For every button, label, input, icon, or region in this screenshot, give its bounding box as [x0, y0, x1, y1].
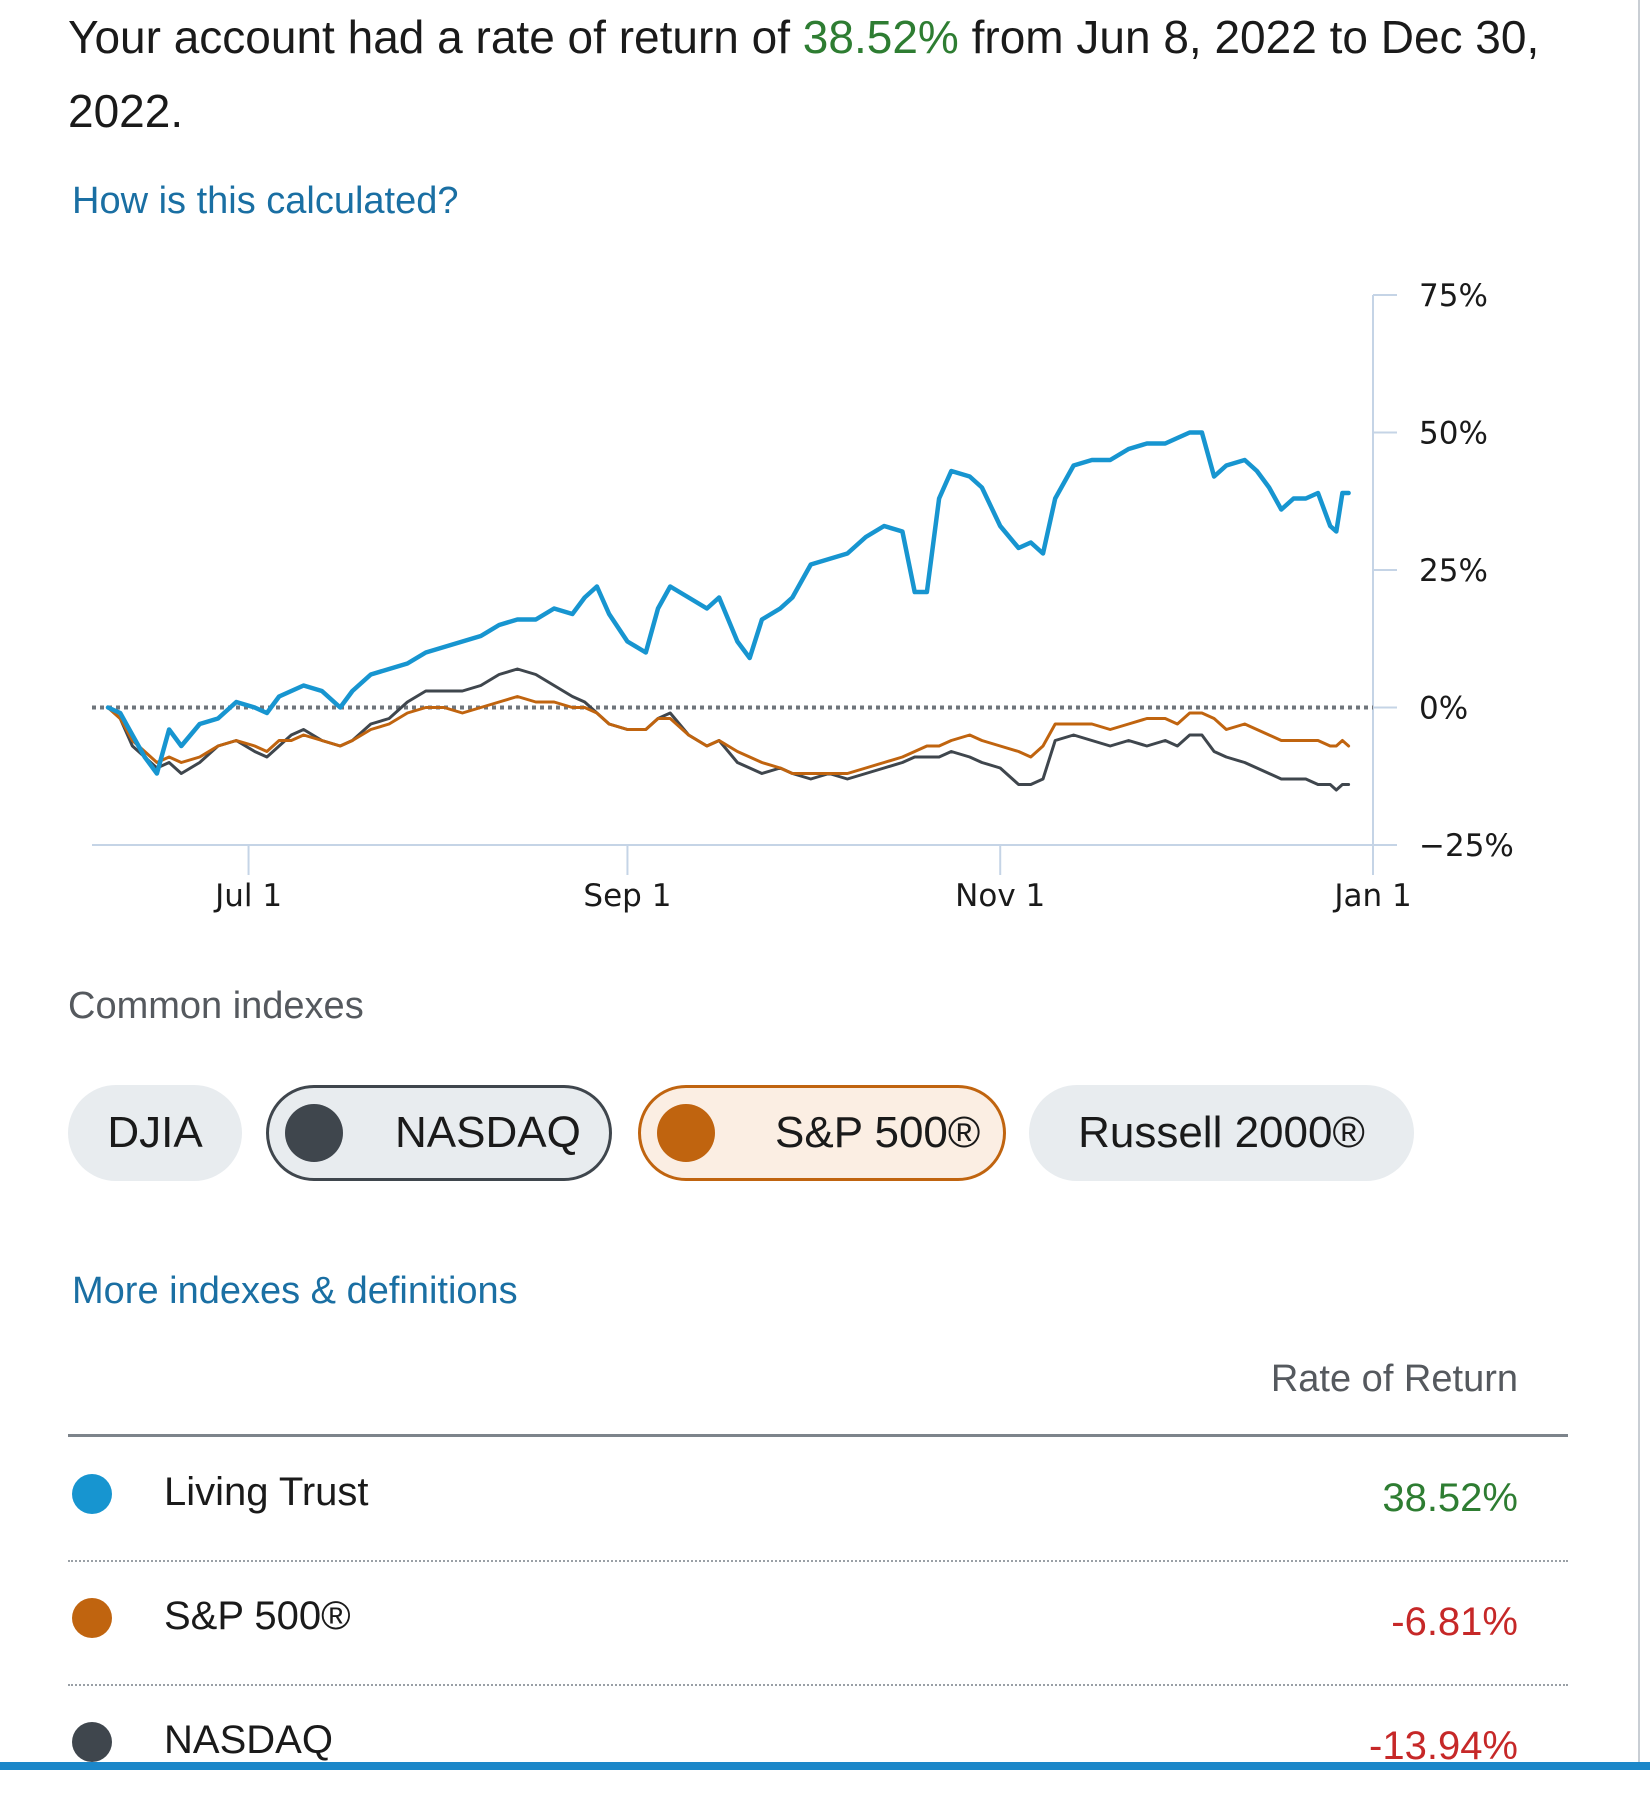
table-row-living-trust: Living Trust 38.52% [68, 1438, 1568, 1562]
row-name: Living Trust [164, 1470, 369, 1514]
row-value: -6.81% [1391, 1600, 1518, 1644]
rate-of-return-header: Rate of Return [1270, 1358, 1518, 1400]
summary-prefix: Your account had a rate of return of [68, 11, 803, 63]
sp500-dot-icon [72, 1598, 112, 1638]
table-row-sp500: S&P 500® -6.81% [68, 1562, 1568, 1686]
row-value: -13.94% [1369, 1724, 1518, 1768]
djia-pill[interactable]: DJIA [68, 1085, 242, 1181]
how-calculated-link[interactable]: How is this calculated? [72, 180, 459, 222]
summary-rate: 38.52% [802, 11, 959, 63]
series-line-s-p-500 [106, 695, 1351, 775]
series-line-living-trust [105, 430, 1351, 776]
table-row-nasdaq: NASDAQ -13.94% [68, 1686, 1568, 1810]
more-indexes-link[interactable]: More indexes & definitions [72, 1270, 518, 1312]
sp500-pill[interactable]: S&P 500® [638, 1085, 1006, 1181]
row-name: NASDAQ [164, 1718, 333, 1762]
window-border [1638, 0, 1640, 1770]
living-trust-dot-icon [72, 1474, 112, 1514]
x-tick-label: Nov 1 [955, 878, 1045, 914]
series-line-nasdaq [106, 667, 1351, 792]
y-tick-label: 25% [1419, 553, 1488, 589]
x-tick-label: Sep 1 [583, 878, 671, 914]
x-tick-label: Jan 1 [1332, 878, 1411, 914]
y-tick-label: −25% [1419, 828, 1514, 864]
performance-chart: 75% 50% 25% 0% −25% Jul 1 Sep 1 Nov 1 Jan 1 [92, 278, 1514, 914]
russell-pill-label: Russell 2000® [1078, 1108, 1365, 1157]
sp500-pill-label: S&P 500® [775, 1108, 981, 1157]
nasdaq-pill-label: NASDAQ [395, 1108, 581, 1157]
row-separator [68, 1560, 1568, 1562]
row-name: S&P 500® [164, 1594, 351, 1638]
russell-2000-pill[interactable]: Russell 2000® [1029, 1085, 1414, 1181]
table-divider [68, 1434, 1568, 1437]
sp500-dot-icon [657, 1104, 715, 1162]
row-separator [68, 1684, 1568, 1686]
chart-tick-labels: 75% 50% 25% 0% −25% Jul 1 Sep 1 Nov 1 Jan 1 [213, 278, 1514, 914]
row-value: 38.52% [1382, 1476, 1518, 1520]
x-tick-label: Jul 1 [213, 878, 282, 914]
y-tick-label: 0% [1419, 691, 1468, 727]
chart-axes [92, 294, 1397, 875]
djia-pill-label: DJIA [107, 1108, 203, 1157]
y-tick-label: 50% [1419, 416, 1488, 452]
nasdaq-dot-icon [285, 1104, 343, 1162]
nasdaq-dot-icon [72, 1722, 112, 1762]
common-indexes-label: Common indexes [68, 985, 364, 1027]
nasdaq-pill[interactable]: NASDAQ [266, 1085, 612, 1181]
y-tick-label: 75% [1419, 278, 1488, 314]
summary-period: from Jun 8, 2022 to Dec 30, 2022. [68, 11, 1540, 137]
return-summary: Your account had a rate of return of 38.… [68, 0, 1588, 148]
bottom-accent-bar [0, 1762, 1650, 1770]
chart-series [105, 430, 1351, 792]
